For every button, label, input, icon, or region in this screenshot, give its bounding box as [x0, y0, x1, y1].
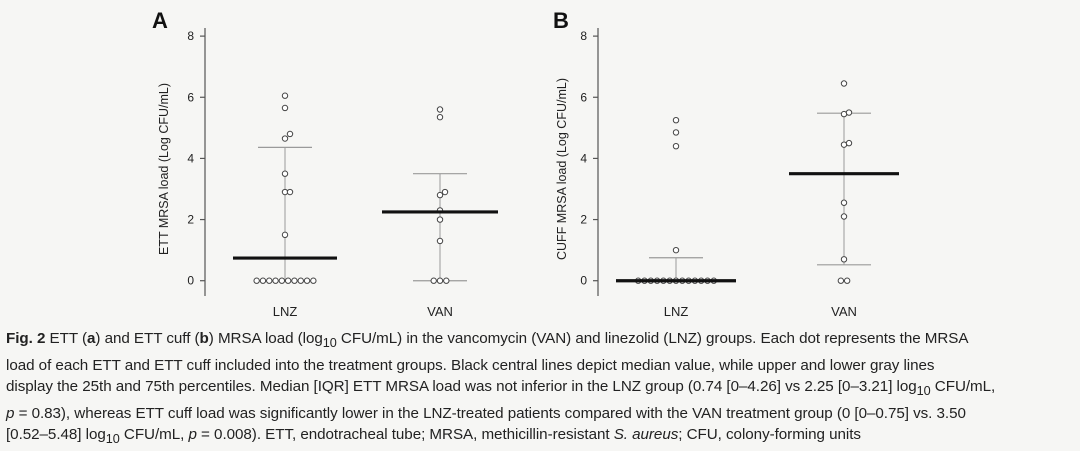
group-van: VAN: [789, 80, 899, 319]
caption-text: CFU/mL) in the vancomycin (VAN) and line…: [336, 330, 969, 347]
y-tick-label: 4: [187, 151, 194, 165]
data-point: [286, 188, 294, 196]
data-point: [253, 277, 260, 284]
y-tick-label: 6: [580, 90, 587, 104]
data-point: [843, 277, 851, 284]
y-tick-label: 0: [580, 274, 587, 288]
data-point: [281, 135, 289, 142]
data-point: [672, 129, 680, 136]
caption-line-3: display the 25th and 75th percentiles. M…: [6, 376, 1076, 403]
data-point: [297, 277, 304, 284]
caption-text: CFU/mL,: [119, 426, 189, 444]
caption-line-2: load of each ETT and ETT cuff included i…: [6, 356, 935, 374]
data-point: [840, 256, 848, 263]
group-lnz: LNZ: [616, 116, 736, 319]
data-point: [259, 277, 267, 284]
caption-line-4: p = 0.83), whereas ETT cuff load was sig…: [6, 403, 1076, 425]
y-tick-label: 6: [187, 90, 194, 104]
data-point: [845, 139, 853, 147]
data-point: [840, 80, 848, 87]
y-tick-label: 2: [187, 213, 194, 227]
data-point: [284, 277, 292, 284]
data-point: [286, 130, 294, 138]
data-point: [310, 277, 317, 284]
group-van: VAN: [382, 106, 498, 319]
caption-p-symbol: p: [6, 404, 15, 422]
data-point: [278, 277, 286, 284]
caption-panel-a-ref: a: [86, 330, 96, 347]
data-point: [266, 277, 273, 284]
figure-caption: Fig. 2 ETT (a) and ETT cuff (b) MRSA loa…: [6, 328, 1076, 451]
data-point: [436, 106, 444, 113]
caption-text: = 0.83), whereas ETT cuff load was signi…: [14, 404, 966, 422]
caption-text: CFU/mL,: [930, 378, 996, 396]
y-tick-label: 8: [580, 29, 587, 43]
data-point: [281, 231, 289, 239]
caption-line-1: Fig. 2 ETT (a) and ETT cuff (b) MRSA loa…: [6, 328, 1076, 355]
caption-species: S. aureus: [613, 426, 679, 444]
data-point: [436, 237, 444, 245]
data-point: [303, 277, 311, 284]
caption-text: ETT (: [45, 330, 88, 347]
x-category-label: VAN: [831, 304, 857, 319]
data-point: [443, 277, 450, 284]
y-tick-label: 8: [187, 29, 194, 43]
data-point: [672, 246, 680, 254]
caption-line-5: [0.52–5.48] log10 CFU/mL, p = 0.008). ET…: [6, 424, 1076, 451]
data-point: [430, 277, 437, 284]
panel-letter: B: [553, 8, 569, 33]
data-point: [672, 142, 680, 150]
caption-text: = 0.008). ETT, endotracheal tube; MRSA, …: [196, 426, 614, 444]
y-tick-label: 2: [580, 213, 587, 227]
data-point: [291, 277, 298, 284]
data-point: [436, 216, 444, 223]
y-tick-label: 4: [580, 151, 587, 165]
panel-a: A 0 2 4 6 8 ETT MRSA load (Log CFU/mL) LNZ VAN: [152, 8, 498, 319]
data-point: [436, 113, 444, 121]
x-category-label: VAN: [427, 304, 453, 319]
data-point: [840, 199, 848, 206]
caption-figure-label: Fig. 2: [6, 330, 46, 347]
caption-text: display the 25th and 75th percentiles. M…: [6, 378, 917, 396]
data-point: [436, 191, 444, 199]
data-point: [837, 277, 845, 284]
data-point: [281, 92, 289, 99]
caption-text: ) MRSA load (log: [208, 330, 323, 347]
panel-b: B 0 2 4 6 8 CUFF MRSA load (Log CFU/mL) LNZ VAN: [553, 8, 899, 319]
caption-text: ) and ETT cuff (: [95, 330, 200, 347]
y-tick-label: 0: [187, 274, 194, 288]
caption-text: [0.52–5.48] log: [6, 426, 106, 444]
y-axis-label: CUFF MRSA load (Log CFU/mL): [555, 78, 569, 260]
caption-subscript: 10: [916, 384, 931, 399]
data-point: [281, 104, 289, 112]
group-lnz: LNZ: [233, 92, 337, 319]
panel-letter: A: [152, 8, 168, 33]
caption-subscript: 10: [105, 432, 120, 447]
data-point: [672, 116, 680, 124]
data-point: [845, 109, 853, 116]
caption-panel-b-ref: b: [199, 330, 209, 347]
caption-text: ; CFU, colony-forming units: [678, 426, 861, 444]
data-point: [272, 277, 279, 284]
x-category-label: LNZ: [664, 304, 689, 319]
data-point: [441, 188, 449, 196]
caption-p-symbol: p: [188, 426, 197, 444]
caption-subscript: 10: [322, 336, 337, 351]
data-point: [281, 170, 289, 177]
figure-panels: A 0 2 4 6 8 ETT MRSA load (Log CFU/mL) LNZ VAN B 0…: [152, 8, 899, 319]
data-point: [436, 277, 444, 284]
y-axis-label: ETT MRSA load (Log CFU/mL): [157, 83, 171, 255]
x-category-label: LNZ: [273, 304, 298, 319]
data-point: [840, 213, 848, 220]
